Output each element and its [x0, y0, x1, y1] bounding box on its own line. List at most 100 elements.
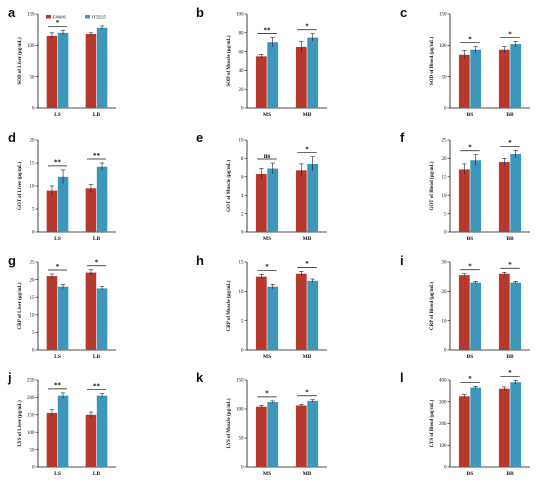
significance-marker: * [508, 30, 512, 38]
y-tick-label: 400 [439, 379, 447, 384]
y-tick-label: 4 [241, 194, 244, 199]
y-tick-label: 50 [30, 75, 36, 80]
y-tick-label: 15 [30, 162, 36, 167]
significance-marker: * [305, 145, 309, 153]
y-tick-label: 20 [239, 88, 245, 93]
y-tick-label: 15 [30, 296, 36, 301]
y-tick-label: 30 [442, 261, 448, 266]
panel-b: b 0 20 40 60 80 100 SOD of Muscle (μg/mL) MS ** MB… [196, 5, 327, 118]
x-tick-label: MS [263, 236, 271, 242]
x-tick-label: BS [467, 471, 474, 477]
bar-JT5D25-BS [470, 160, 482, 232]
y-tick-label: 100 [27, 431, 35, 436]
y-tick-label: 50 [442, 75, 448, 80]
bar-FJ0086-BB [498, 388, 510, 467]
y-tick-label: 15 [239, 261, 245, 266]
y-tick-label: 0 [32, 107, 35, 112]
x-tick-label: MS [263, 354, 271, 360]
bar-FJ0086-BB [498, 273, 510, 350]
legend-label: JT5D25 [92, 14, 107, 19]
bar-FJ0086-LB [85, 272, 97, 350]
y-tick-label: 0 [444, 231, 447, 236]
bar-JT5D25-BB [510, 382, 522, 467]
panel-j: j 0 50 100 150 200 250 LYS of Liver (μg/mL) LS **… [7, 370, 116, 477]
panel-letter-a: a [8, 5, 16, 20]
bar-FJ0086-LS [46, 276, 58, 350]
panel-letter-j: j [7, 370, 12, 385]
bar-JT5D25-MS [267, 42, 279, 109]
y-tick-label: 100 [236, 408, 244, 413]
bar-JT5D25-MB [307, 400, 319, 467]
significance-marker: * [508, 369, 512, 377]
y-axis-label: LYS of Muscle (μg/mL) [227, 398, 232, 448]
bar-FJ0086-LB [85, 414, 97, 467]
y-axis-label: SOD of Blood (μg/mL) [430, 37, 435, 86]
panel-k: k 0 50 100 150 LYS of Muscle (μg/mL) MS * MB * [196, 370, 327, 477]
significance-marker: * [468, 263, 472, 271]
significance-marker: ** [54, 382, 62, 390]
y-tick-label: 0 [241, 231, 244, 236]
panel-letter-d: d [8, 130, 16, 145]
y-tick-label: 100 [27, 44, 35, 49]
bar-FJ0086-LS [46, 190, 58, 232]
x-tick-label: LS [54, 354, 61, 360]
bar-JT5D25-MB [307, 37, 319, 108]
x-tick-label: MB [303, 236, 312, 242]
y-tick-label: 150 [27, 414, 35, 419]
panel-letter-h: h [196, 253, 204, 268]
bar-JT5D25-MS [267, 168, 279, 232]
y-tick-label: 150 [439, 13, 447, 18]
panel-g: g 0 5 10 15 20 25 CRP of Liver (μg/mL) LS * LB * [8, 253, 116, 360]
significance-marker: ns [264, 152, 271, 160]
x-tick-label: LB [93, 236, 101, 242]
bar-JT5D25-LS [57, 286, 69, 350]
y-tick-label: 0 [241, 107, 244, 112]
y-tick-label: 20 [30, 278, 36, 283]
y-axis-label: GOT of Muscle (μg/mL) [227, 160, 232, 212]
y-tick-label: 0 [32, 349, 35, 354]
y-tick-label: 5 [444, 212, 447, 217]
x-tick-label: BB [506, 471, 514, 477]
y-tick-label: 0 [241, 466, 244, 471]
y-tick-label: 6 [241, 176, 244, 181]
bar-JT5D25-BB [510, 44, 522, 108]
bar-FJ0086-LB [85, 188, 97, 232]
x-tick-label: LB [93, 354, 101, 360]
bar-FJ0086-BB [498, 49, 510, 108]
y-tick-label: 150 [236, 379, 244, 384]
y-tick-label: 5 [32, 331, 35, 336]
bar-JT5D25-MS [267, 286, 279, 350]
panel-letter-b: b [196, 5, 204, 20]
bar-FJ0086-MS [255, 276, 267, 350]
bar-JT5D25-LS [57, 176, 69, 232]
bar-FJ0086-MB [295, 170, 307, 232]
y-axis-label: GOT of Liver (μg/mL) [18, 162, 23, 210]
bar-FJ0086-MB [295, 273, 307, 350]
y-tick-label: 5 [241, 319, 244, 324]
bar-FJ0086-BB [498, 162, 510, 232]
panel-letter-k: k [196, 370, 204, 385]
x-tick-label: BB [506, 112, 514, 118]
significance-marker: * [468, 375, 472, 383]
x-tick-label: LS [54, 471, 61, 477]
bar-JT5D25-MB [307, 163, 319, 232]
x-tick-label: LS [54, 236, 61, 242]
y-tick-label: 10 [442, 319, 448, 324]
y-tick-label: 2 [241, 212, 244, 217]
legend-swatch [46, 15, 51, 19]
x-tick-label: BB [506, 236, 514, 242]
x-tick-label: LS [54, 112, 61, 118]
significance-marker: * [508, 139, 512, 147]
y-tick-label: 40 [239, 69, 245, 74]
panel-letter-e: e [196, 130, 203, 145]
y-tick-label: 5 [32, 208, 35, 213]
y-tick-label: 80 [239, 32, 245, 37]
bar-JT5D25-MB [307, 280, 319, 350]
y-tick-label: 25 [442, 139, 448, 144]
y-axis-label: GOT of Blood (μg/mL) [430, 161, 435, 210]
y-axis-label: CRP of Liver (μg/mL) [18, 282, 23, 329]
y-tick-label: 50 [239, 437, 245, 442]
legend-swatch [85, 15, 90, 19]
y-tick-label: 10 [239, 139, 245, 144]
significance-marker: * [95, 259, 99, 267]
